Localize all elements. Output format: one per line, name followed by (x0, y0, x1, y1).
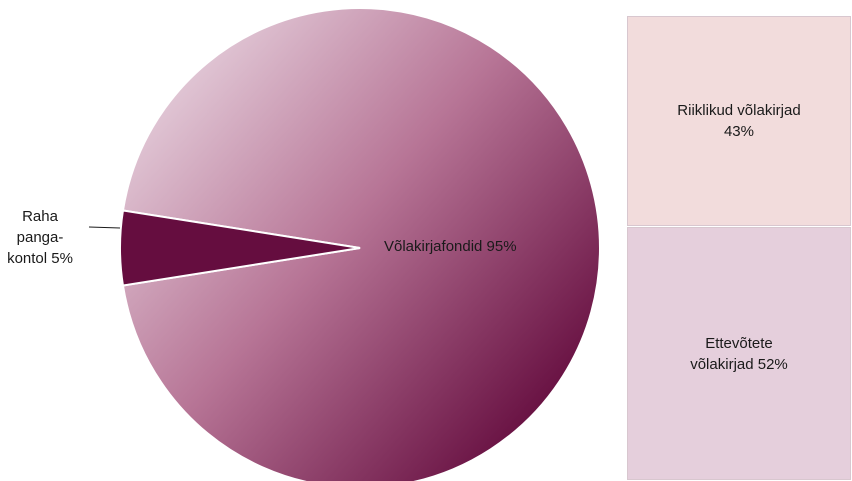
bar-segment-ettevotete-line-1: Ettevõtete (705, 334, 773, 352)
bar-segment-riiklikud-label: Riiklikud võlakirjad 43% (677, 100, 800, 142)
slice-label-main: Võlakirjafondid 95% (384, 236, 517, 257)
pie-slice-volakirjafondid (121, 7, 601, 481)
pie-slice-raha-pangakontol (119, 209, 361, 287)
bar-segment-riiklikud-line-1: Riiklikud võlakirjad (677, 102, 801, 119)
bar-segment-riiklikud-line-2: 43% (723, 123, 754, 140)
slice-label-small-line-3: kontol 5% (7, 250, 73, 267)
bar-segment-ettevotete-line-2: võlakirjad 52% (690, 355, 788, 373)
bar-segment-ettevotete-label: Ettevõtete võlakirjad 52% (690, 333, 788, 375)
slice-label-small: Raha panga- kontol 5% (4, 206, 76, 269)
pie-chart (88, 7, 601, 481)
leader-line (88, 226, 121, 229)
bar-segment-riiklikud: Riiklikud võlakirjad 43% (627, 16, 851, 226)
slice-label-small-line-2: panga- (16, 229, 64, 246)
slice-label-small-line-1: Raha (22, 208, 58, 225)
bar-segment-ettevotete: Ettevõtete võlakirjad 52% (627, 227, 851, 480)
slice-label-main-line: Võlakirjafondid 95% (384, 238, 517, 255)
